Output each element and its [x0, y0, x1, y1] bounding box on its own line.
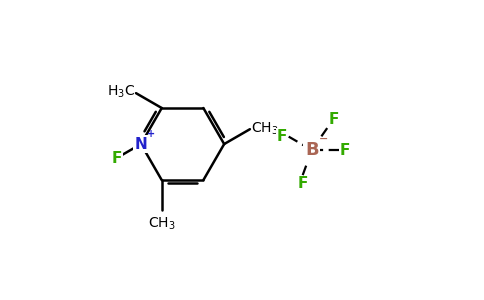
Text: F: F [298, 176, 308, 191]
Text: N: N [135, 136, 147, 152]
Text: H$_3$C: H$_3$C [107, 84, 135, 101]
Text: F: F [277, 129, 287, 144]
Text: F: F [111, 151, 122, 166]
Text: −: − [318, 134, 328, 144]
Text: CH$_3$: CH$_3$ [148, 215, 176, 232]
Text: F: F [328, 112, 339, 127]
Text: B: B [305, 141, 318, 159]
Text: +: + [147, 129, 155, 139]
Text: CH$_3$: CH$_3$ [251, 120, 279, 136]
Text: F: F [340, 142, 350, 158]
